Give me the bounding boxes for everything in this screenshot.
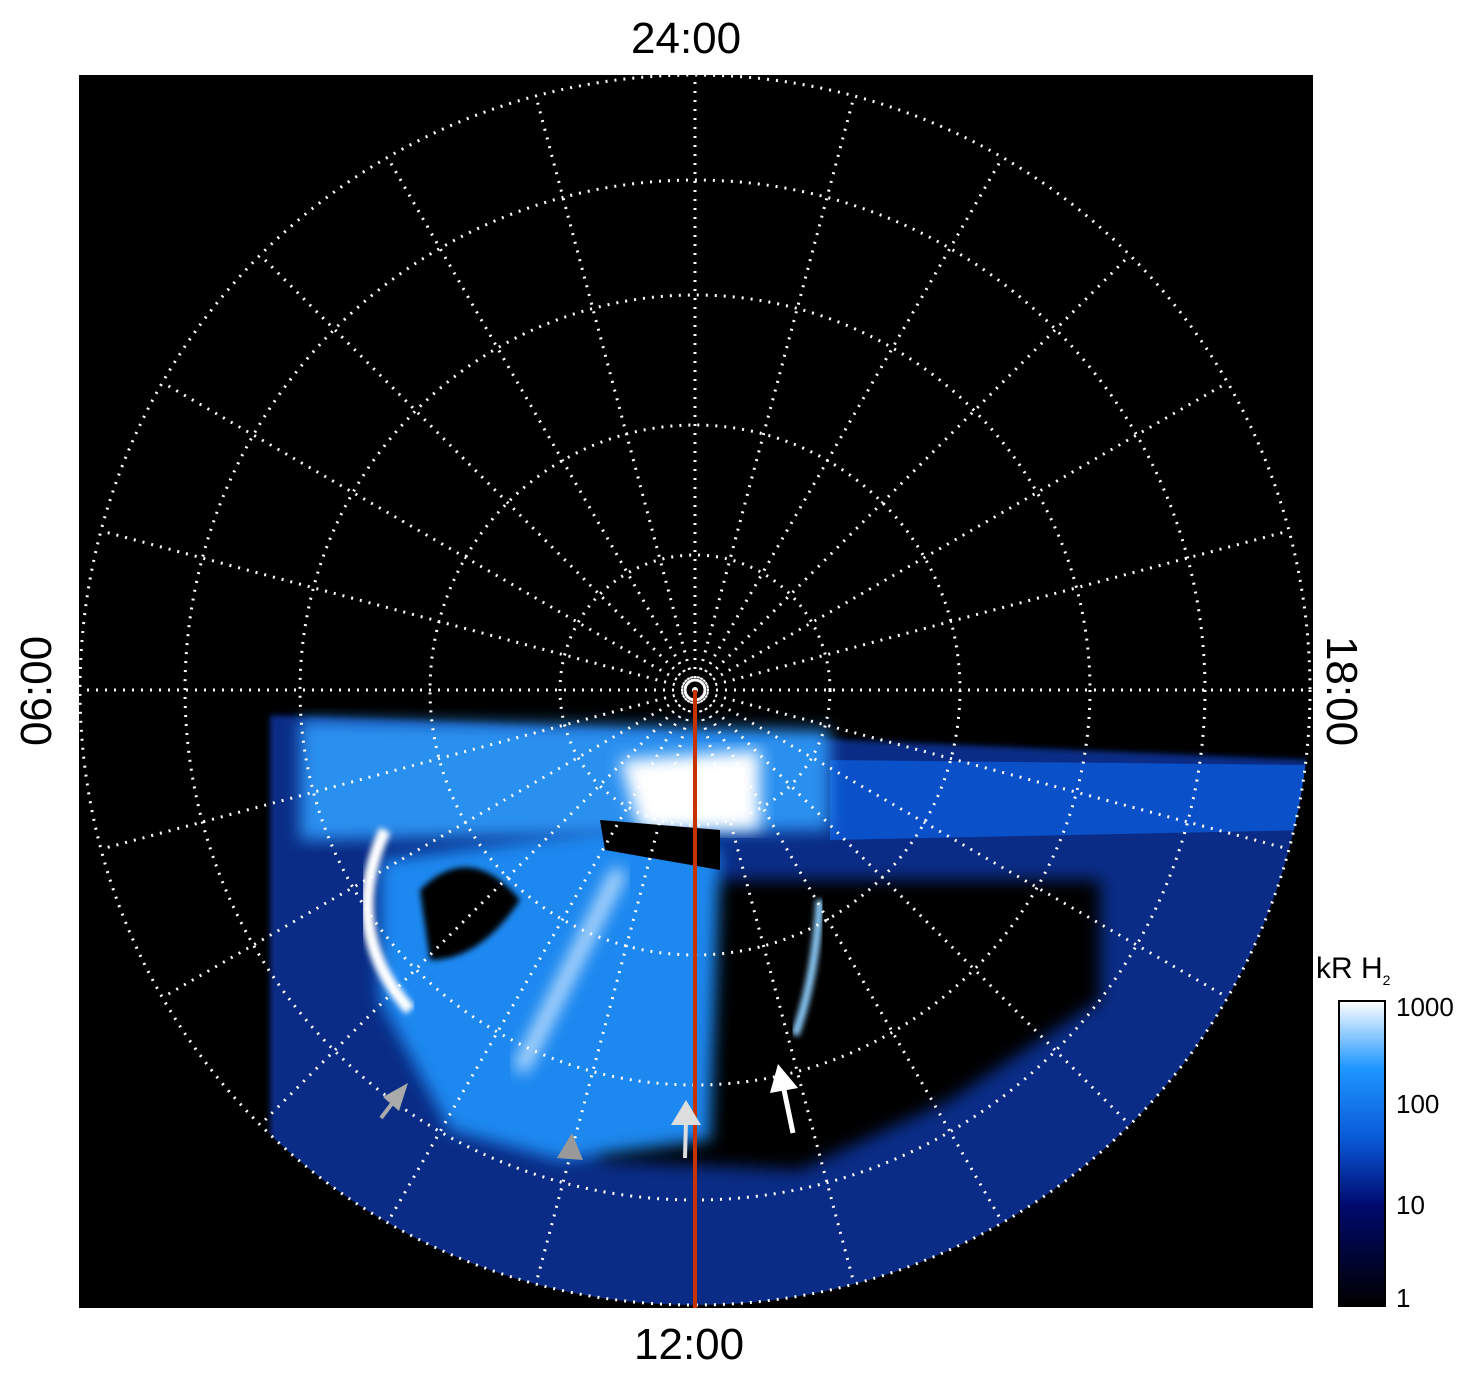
grid-meridian xyxy=(702,254,1131,683)
grid-meridian xyxy=(706,529,1290,689)
auroral-emission xyxy=(270,715,1310,1305)
colorbar xyxy=(1338,1000,1386,1307)
grid-meridian xyxy=(696,701,856,1285)
grid-meridian xyxy=(386,156,691,681)
grid-meridian xyxy=(702,697,1131,1126)
grey-arrow xyxy=(557,1133,583,1160)
colorbar-tick: 1 xyxy=(1396,1283,1411,1313)
grid-meridian xyxy=(259,697,688,1126)
colorbar-tick: 10 xyxy=(1396,1190,1425,1220)
grid-meridian xyxy=(699,156,1004,681)
annotation-arrows xyxy=(379,1064,798,1160)
grid-meridian xyxy=(704,694,1229,999)
grid-meridian xyxy=(534,701,694,1285)
grid-meridian xyxy=(534,95,694,679)
grid-meridian xyxy=(704,381,1229,686)
white-arrow xyxy=(671,1100,701,1159)
white-arrow xyxy=(770,1064,798,1134)
grid-meridian xyxy=(100,529,684,689)
grid-meridian xyxy=(161,381,686,686)
grey-arrow xyxy=(379,1083,408,1120)
local-time-label-bottom: 12:00 xyxy=(634,1320,745,1369)
local-time-label-left: 06:00 xyxy=(12,635,62,747)
grid-meridian xyxy=(100,691,684,851)
grid-meridian xyxy=(161,694,686,999)
local-time-label-right: 18:00 xyxy=(1317,635,1367,747)
grid-meridian xyxy=(259,254,688,683)
grid-meridian xyxy=(386,699,691,1224)
grid-meridian xyxy=(699,699,1004,1224)
colorbar-label: kR H2 xyxy=(1316,952,1391,988)
grid-meridian xyxy=(696,95,856,679)
colorbar-tick: 100 xyxy=(1396,1089,1440,1119)
local-time-label-top: 24:00 xyxy=(631,14,742,63)
grid-meridian xyxy=(706,691,1290,851)
polar-grid xyxy=(79,75,1312,1307)
colorbar-tick: 1000 xyxy=(1396,992,1454,1022)
